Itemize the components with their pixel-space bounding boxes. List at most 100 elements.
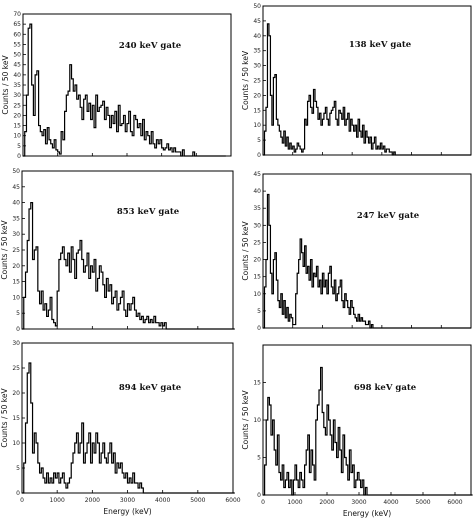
y-tick-label: 0 (16, 490, 20, 497)
y-tick-label: 0 (16, 326, 20, 333)
y-tick-label: 50 (13, 52, 21, 59)
y-tick-label: 10 (253, 417, 261, 424)
y-tick-label: 30 (13, 92, 21, 99)
y-tick-label: 15 (13, 123, 21, 130)
y-tick-label: 20 (12, 390, 20, 397)
y-tick-label: 5 (16, 465, 20, 472)
y-tick-label: 30 (253, 63, 261, 70)
y-tick-label: 20 (253, 257, 261, 264)
y-axis-label: Counts / 50 keV (0, 220, 9, 280)
y-tick-label: 15 (12, 279, 20, 286)
y-tick-label: 0 (257, 152, 261, 159)
y-tick-label: 5 (257, 137, 261, 144)
y-tick-label: 5 (257, 308, 261, 315)
y-tick-label: 45 (253, 18, 261, 25)
x-tick-label: 3000 (120, 497, 135, 504)
y-tick-label: 45 (12, 184, 20, 191)
histogram-series (263, 193, 471, 329)
x-tick-label: 3000 (351, 499, 366, 506)
y-tick-label: 25 (253, 239, 261, 246)
y-axis-label: Counts / 50 keV (0, 388, 9, 448)
y-tick-label: 0 (257, 325, 261, 332)
y-axis-label: Counts / 50 keV (241, 390, 250, 450)
x-axis-label: Energy (keV) (343, 509, 391, 518)
x-tick-label: 2000 (319, 499, 334, 506)
y-tick-label: 25 (12, 247, 20, 254)
x-tick-label: 4000 (155, 497, 170, 504)
x-tick-label: 6000 (225, 497, 240, 504)
y-tick-label: 15 (253, 380, 261, 387)
y-tick-label: 60 (13, 31, 21, 38)
x-tick-label: 1000 (50, 497, 65, 504)
y-tick-label: 65 (13, 21, 21, 28)
y-tick-label: 50 (12, 168, 20, 175)
y-tick-label: 5 (17, 143, 21, 150)
x-tick-label: 0 (20, 497, 24, 504)
y-tick-label: 20 (12, 263, 20, 270)
histogram-series (22, 202, 235, 330)
x-tick-label: 0 (261, 499, 265, 506)
y-tick-label: 40 (253, 33, 261, 40)
gate-label: 240 keV gate (119, 41, 182, 51)
y-tick-label: 20 (253, 92, 261, 99)
y-tick-label: 40 (12, 200, 20, 207)
histogram-series (263, 366, 473, 496)
histogram-series (263, 23, 471, 156)
y-tick-label: 20 (13, 112, 21, 119)
gate-label: 853 keV gate (117, 207, 180, 217)
y-axis-label: Counts / 50 keV (241, 50, 250, 110)
y-tick-label: 45 (13, 62, 21, 69)
y-tick-label: 25 (253, 78, 261, 85)
x-tick-label: 4000 (383, 499, 398, 506)
plot-frame (22, 13, 232, 157)
plot-frame (262, 344, 472, 496)
y-tick-label: 30 (12, 340, 20, 347)
y-axis-label: Counts / 50 keV (1, 55, 10, 115)
gate-label: 698 keV gate (354, 383, 417, 393)
y-tick-label: 0 (257, 492, 261, 499)
y-tick-label: 55 (13, 41, 21, 48)
y-tick-label: 35 (12, 215, 20, 222)
histogram-series (22, 362, 235, 494)
y-tick-label: 40 (13, 72, 21, 79)
y-tick-label: 10 (253, 291, 261, 298)
y-tick-label: 45 (253, 171, 261, 178)
x-tick-label: 6000 (447, 499, 462, 506)
x-tick-label: 5000 (415, 499, 430, 506)
y-tick-label: 40 (253, 188, 261, 195)
y-tick-label: 10 (12, 294, 20, 301)
x-tick-label: 5000 (190, 497, 205, 504)
y-tick-label: 0 (17, 153, 21, 160)
panel-1: 0 5 10 15 20 25 30 35 40 45 50 55 60 65 70 Counts / 50 … (1, 11, 232, 160)
y-tick-label: 30 (253, 222, 261, 229)
y-tick-label: 70 (13, 11, 21, 18)
histogram-series (23, 23, 226, 157)
y-tick-label: 35 (253, 205, 261, 212)
panel-5: 0 5 10 15 20 25 30 0 1000 2000 3000 4000 5000 6000 Cou… (0, 340, 241, 516)
panel-6: 0 5 10 15 0 1000 2000 3000 4000 5000 6000 Counts / … (241, 344, 473, 518)
y-tick-label: 15 (12, 415, 20, 422)
y-tick-label: 25 (13, 102, 21, 109)
x-tick-label: 1000 (287, 499, 302, 506)
y-tick-label: 25 (12, 365, 20, 372)
panel-3: 0 5 10 15 20 25 30 35 40 45 50 Counts / 50 keV 853 k… (0, 168, 235, 333)
panel-2: 0 5 10 15 20 25 30 35 40 45 50 Counts / 50 keV 138 k… (241, 3, 472, 159)
y-tick-label: 10 (13, 133, 21, 140)
y-tick-label: 50 (253, 3, 261, 10)
y-tick-label: 15 (253, 274, 261, 281)
plot-frame (262, 173, 472, 329)
y-axis-label: Counts / 50 keV (241, 221, 250, 281)
y-tick-label: 5 (16, 310, 20, 317)
y-tick-label: 5 (257, 455, 261, 462)
gate-label: 138 keV gate (349, 40, 412, 50)
gate-label: 247 keV gate (357, 211, 420, 221)
y-tick-label: 10 (12, 440, 20, 447)
x-tick-label: 2000 (85, 497, 100, 504)
y-tick-label: 35 (253, 48, 261, 55)
y-tick-label: 15 (253, 107, 261, 114)
panel-4: 0 5 10 15 20 25 30 35 40 45 Counts / 50 keV 247 keV… (241, 171, 472, 332)
gate-label: 894 keV gate (119, 383, 182, 393)
y-tick-label: 10 (253, 122, 261, 129)
y-tick-label: 30 (12, 231, 20, 238)
